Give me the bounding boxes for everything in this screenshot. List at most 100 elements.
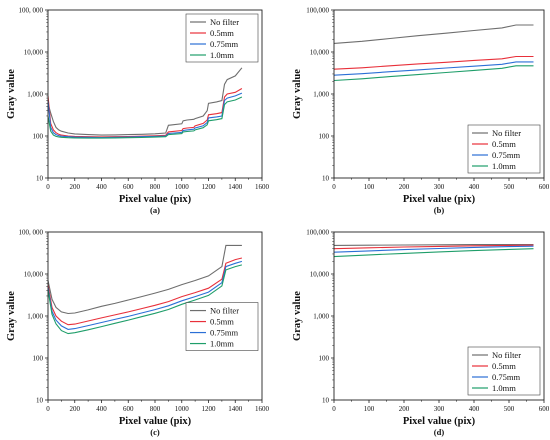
x-axis-label: Pixel value (pix): [403, 194, 476, 205]
x-tick-label: 400: [96, 405, 107, 413]
x-tick-label: 400: [469, 183, 480, 191]
x-tick-label: 1200: [202, 183, 217, 191]
x-tick-label: 800: [150, 405, 161, 413]
series-line-2: [334, 244, 534, 250]
x-tick-label: 0: [332, 183, 336, 191]
x-tick-label: 200: [399, 183, 410, 191]
y-tick-label: 100,000: [306, 229, 329, 237]
x-tick-label: 200: [399, 405, 410, 413]
legend-label-4: 1.0mm: [210, 339, 234, 349]
x-tick-label: 1600: [255, 183, 270, 191]
series-line-4: [334, 65, 534, 82]
series-lines: [334, 24, 534, 82]
x-tick-label: 800: [150, 183, 161, 191]
x-axis-label: Pixel value (pix): [119, 416, 192, 427]
y-tick-label: 1,000: [27, 313, 43, 321]
legend-label-2: 0.5mm: [210, 317, 234, 327]
series-line-4: [334, 248, 534, 258]
legend-label-3: 0.75mm: [492, 372, 520, 382]
panel-label: (a): [150, 205, 160, 215]
y-tick-label: 100: [319, 133, 330, 141]
x-tick-label: 300: [434, 405, 445, 413]
x-tick-label: 300: [434, 183, 445, 191]
x-tick-label: 600: [123, 183, 134, 191]
chart-panel-2: 0 100 200 300 400 500 600 10 100 1,000 10,000 100,0…: [292, 7, 550, 216]
chart-panel-1: 0 200 400 600 800 1000 1200 1400 1600 10 100 1,000 1…: [6, 7, 270, 216]
x-tick-label: 500: [504, 183, 515, 191]
series-line-3: [334, 61, 534, 76]
x-tick-label: 600: [123, 405, 134, 413]
series-line-1: [334, 244, 534, 246]
x-tick-label: 1400: [228, 183, 243, 191]
legend-label-3: 0.75mm: [210, 328, 238, 338]
legend-label-1: No filter: [492, 350, 521, 360]
panel-label: (b): [434, 205, 445, 215]
y-tick-label: 10: [36, 397, 44, 405]
series-line-1: [48, 244, 242, 315]
x-axis-label: Pixel value (pix): [119, 194, 192, 205]
series-line-3: [48, 92, 243, 139]
series-lines: [48, 244, 243, 335]
panel-label: (d): [434, 427, 445, 437]
legend-label-4: 1.0mm: [492, 161, 516, 171]
series-line-2: [334, 55, 534, 70]
x-tick-label: 0: [46, 405, 50, 413]
series-line-4: [48, 264, 243, 335]
panel-label: (c): [150, 427, 160, 437]
series-line-2: [48, 257, 243, 326]
series-line-2: [48, 88, 243, 138]
series-line-3: [48, 260, 243, 330]
chart-panel-4: 0 100 200 300 400 500 600 10 100 1,000 10,000 100,0…: [292, 229, 550, 438]
y-tick-label: 100: [33, 355, 44, 363]
legend-label-4: 1.0mm: [210, 50, 234, 60]
series-line-4: [48, 96, 243, 139]
x-tick-label: 0: [46, 183, 50, 191]
x-tick-label: 200: [70, 183, 81, 191]
legend-label-3: 0.75mm: [492, 150, 520, 160]
x-tick-label: 1000: [175, 405, 190, 413]
chart-panel-3: 0 200 400 600 800 1000 1200 1400 1600 10 100 1,000 1…: [6, 229, 270, 438]
legend-label-3: 0.75mm: [210, 39, 238, 49]
series-line-1: [48, 67, 243, 136]
y-tick-label: 100, 000: [19, 229, 44, 237]
y-axis-label: Gray value: [6, 69, 17, 119]
series-lines: [48, 67, 243, 139]
x-tick-label: 1000: [175, 183, 190, 191]
x-tick-label: 600: [539, 183, 550, 191]
x-tick-label: 600: [539, 405, 550, 413]
x-axis-label: Pixel value (pix): [403, 416, 476, 427]
x-tick-label: 200: [70, 405, 81, 413]
x-tick-label: 1600: [255, 405, 270, 413]
legend-label-4: 1.0mm: [492, 383, 516, 393]
legend-label-2: 0.5mm: [492, 361, 516, 371]
y-tick-label: 100: [319, 355, 330, 363]
x-tick-label: 500: [504, 405, 515, 413]
legend-label-1: No filter: [210, 306, 239, 316]
y-tick-label: 10: [36, 175, 44, 183]
y-tick-label: 10,000: [310, 49, 330, 57]
legend-label-2: 0.5mm: [210, 28, 234, 38]
series-lines: [334, 244, 534, 258]
y-tick-label: 100,000: [306, 7, 329, 15]
x-tick-label: 1400: [228, 405, 243, 413]
y-tick-label: 10: [322, 397, 330, 405]
x-tick-label: 100: [364, 405, 375, 413]
y-tick-label: 1,000: [27, 91, 43, 99]
legend-label-1: No filter: [492, 128, 521, 138]
x-tick-label: 400: [469, 405, 480, 413]
x-tick-label: 400: [96, 183, 107, 191]
y-axis-label: Gray value: [6, 291, 17, 341]
y-tick-label: 10,000: [24, 271, 44, 279]
y-axis-label: Gray value: [292, 291, 303, 341]
series-line-3: [334, 245, 534, 253]
series-line-1: [334, 24, 534, 44]
x-tick-label: 0: [332, 405, 336, 413]
y-tick-label: 10,000: [310, 271, 330, 279]
x-tick-label: 1200: [202, 405, 217, 413]
y-tick-label: 100, 000: [19, 7, 44, 15]
